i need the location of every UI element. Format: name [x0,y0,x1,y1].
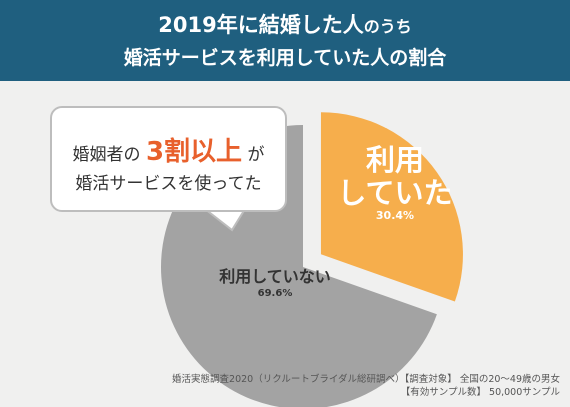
title-banner: 2019年に結婚した人のうち 婚活サービスを利用していた人の割合 [0,0,570,81]
source-note: 婚活実態調査2020（リクルートブライダル総研調べ）【調査対象】 全国の20～4… [172,373,560,399]
callout-suffix: が [247,145,265,165]
slice-label-unused: 利用していない [219,267,331,286]
slice-label-used-line1: 利用 [365,143,424,177]
source-line-1: 婚活実態調査2020（リクルートブライダル総研調べ）【調査対象】 全国の20～4… [172,374,560,385]
title-line-2: 婚活サービスを利用していた人の割合 [123,47,447,69]
callout-highlight: 3割以上 [145,137,243,167]
source-line-2: 【有効サンプル数】 50,000サンプル [400,387,560,398]
slice-value-used: 30.4% [375,209,415,222]
title-tail: のうち [363,17,412,36]
slice-label-used-line2: していた [337,176,453,210]
pie-slice-0 [320,112,463,302]
slice-label-used: 利用 していた [330,144,460,210]
callout-row-2: 婚活サービスを使ってた [75,174,262,194]
callout-prefix: 婚姻者の [72,145,141,165]
slice-value-unused: 69.6% [257,288,293,299]
title-main: 2019年に結婚した人 [158,13,364,37]
callout-bubble: 婚姻者の 3割以上 が 婚活サービスを使ってた [50,106,287,212]
callout-row-1: 婚姻者の 3割以上 が [52,131,285,168]
title-line-1: 2019年に結婚した人のうち [0,9,570,39]
